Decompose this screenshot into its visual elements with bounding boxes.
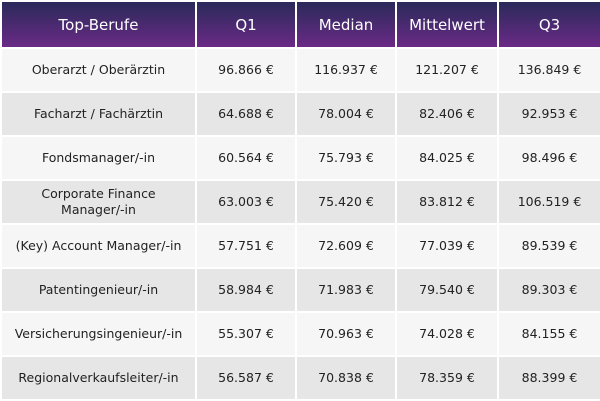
salary-cell: 106.519 € bbox=[497, 179, 600, 225]
column-header: Median bbox=[295, 0, 397, 49]
table-row: Oberarzt / Oberärztin 96.866 €116.937 €12… bbox=[0, 47, 600, 93]
job-title-cell: Regionalverkaufsleiter/-in bbox=[0, 355, 197, 401]
salary-cell: 74.028 € bbox=[395, 311, 499, 357]
salary-cell: 84.025 € bbox=[395, 135, 499, 181]
table-row: (Key) Account Manager/-in 57.751 €72.609 … bbox=[0, 223, 600, 269]
table-row: Regionalverkaufsleiter/-in 56.587 €70.838… bbox=[0, 355, 600, 401]
salary-cell: 60.564 € bbox=[195, 135, 297, 181]
salary-cell: 83.812 € bbox=[395, 179, 499, 225]
salary-cell: 92.953 € bbox=[497, 91, 600, 137]
salary-cell: 116.937 € bbox=[295, 47, 397, 93]
salary-cell: 63.003 € bbox=[195, 179, 297, 225]
table-body: Oberarzt / Oberärztin 96.866 €116.937 €12… bbox=[0, 47, 600, 401]
salary-cell: 82.406 € bbox=[395, 91, 499, 137]
salary-cell: 78.359 € bbox=[395, 355, 499, 401]
column-header: Q1 bbox=[195, 0, 297, 49]
salary-cell: 56.587 € bbox=[195, 355, 297, 401]
table-row: Fondsmanager/-in 60.564 €75.793 €84.025 €… bbox=[0, 135, 600, 181]
salary-cell: 75.793 € bbox=[295, 135, 397, 181]
salary-cell: 70.963 € bbox=[295, 311, 397, 357]
salary-cell: 98.496 € bbox=[497, 135, 600, 181]
salary-cell: 88.399 € bbox=[497, 355, 600, 401]
salary-cell: 78.004 € bbox=[295, 91, 397, 137]
job-title-cell: (Key) Account Manager/-in bbox=[0, 223, 197, 269]
salary-cell: 89.303 € bbox=[497, 267, 600, 313]
table-row: Patentingenieur/-in 58.984 €71.983 €79.54… bbox=[0, 267, 600, 313]
salary-cell: 79.540 € bbox=[395, 267, 499, 313]
job-title-cell: Facharzt / Fachärztin bbox=[0, 91, 197, 137]
salary-cell: 136.849 € bbox=[497, 47, 600, 93]
column-header: Top-Berufe bbox=[0, 0, 197, 49]
job-title-cell: Patentingenieur/-in bbox=[0, 267, 197, 313]
salary-cell: 58.984 € bbox=[195, 267, 297, 313]
salary-cell: 89.539 € bbox=[497, 223, 600, 269]
salary-cell: 71.983 € bbox=[295, 267, 397, 313]
salary-cell: 64.688 € bbox=[195, 91, 297, 137]
salary-cell: 121.207 € bbox=[395, 47, 499, 93]
salary-cell: 55.307 € bbox=[195, 311, 297, 357]
salary-cell: 77.039 € bbox=[395, 223, 499, 269]
table-header: Top-Berufe Q1 Median Mittelwert Q3 bbox=[0, 0, 600, 49]
job-title-cell: Oberarzt / Oberärztin bbox=[0, 47, 197, 93]
salary-cell: 57.751 € bbox=[195, 223, 297, 269]
header-row: Top-Berufe Q1 Median Mittelwert Q3 bbox=[0, 0, 600, 49]
table-row: Corporate Finance Manager/-in 63.003 €75.… bbox=[0, 179, 600, 225]
job-title-cell: Versicherungsingenieur/-in bbox=[0, 311, 197, 357]
salary-cell: 84.155 € bbox=[497, 311, 600, 357]
job-title-cell: Fondsmanager/-in bbox=[0, 135, 197, 181]
salary-cell: 70.838 € bbox=[295, 355, 397, 401]
table-row: Facharzt / Fachärztin 64.688 €78.004 €82.… bbox=[0, 91, 600, 137]
salary-cell: 72.609 € bbox=[295, 223, 397, 269]
salary-cell: 96.866 € bbox=[195, 47, 297, 93]
column-header: Q3 bbox=[497, 0, 600, 49]
table-row: Versicherungsingenieur/-in 55.307 €70.963… bbox=[0, 311, 600, 357]
salary-cell: 75.420 € bbox=[295, 179, 397, 225]
job-title-cell: Corporate Finance Manager/-in bbox=[0, 179, 197, 225]
column-header: Mittelwert bbox=[395, 0, 499, 49]
